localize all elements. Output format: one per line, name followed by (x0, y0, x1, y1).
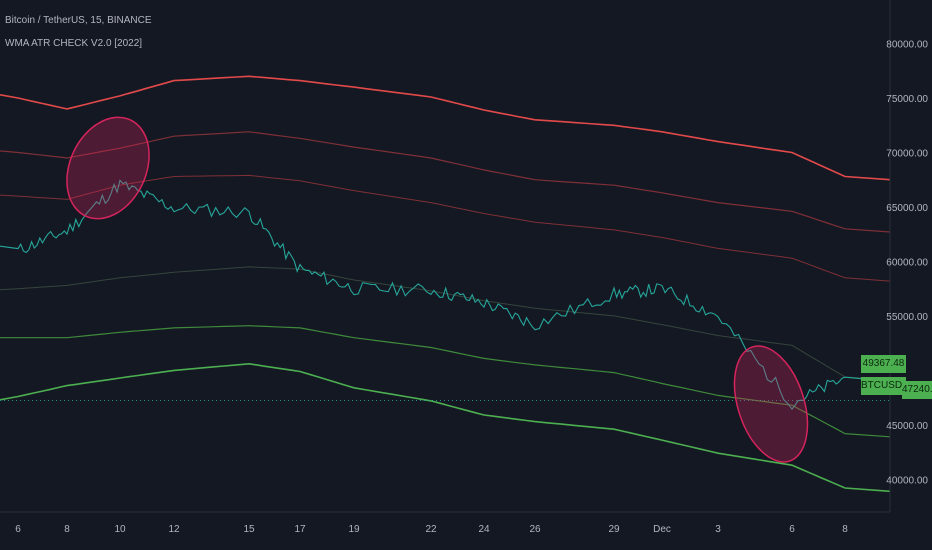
current-price-badge: 49367.48 (861, 355, 906, 373)
x-tick-label: 10 (114, 524, 126, 535)
y-tick-label: 40000.00 (886, 475, 928, 486)
x-tick-label: 12 (168, 524, 180, 535)
upper-band-2 (0, 131, 891, 233)
x-tick-label: 22 (425, 524, 437, 535)
symbol-price-label: BTCUSDT (861, 377, 908, 395)
x-tick-label: 24 (478, 524, 490, 535)
indicator-title: WMA ATR CHECK V2.0 [2022] (5, 38, 143, 49)
y-tick-label: 55000.00 (886, 312, 928, 323)
x-tick-label: 6 (789, 524, 795, 535)
y-tick-label: 70000.00 (886, 149, 928, 160)
lower-band-1 (0, 325, 891, 438)
x-tick-label: 26 (529, 524, 541, 535)
y-tick-label: 60000.00 (886, 257, 928, 268)
btcusdt-price-line (0, 179, 891, 410)
y-tick-label: 80000.00 (886, 40, 928, 51)
upper-band-3 (0, 75, 891, 181)
x-tick-label: 8 (842, 524, 848, 535)
x-tick-label: Dec (653, 524, 671, 535)
symbol-title: Bitcoin / TetherUS, 15, BINANCE (5, 15, 152, 26)
y-tick-label: 65000.00 (886, 203, 928, 214)
y-tick-label: 75000.00 (886, 94, 928, 105)
x-tick-label: 3 (715, 524, 721, 535)
x-tick-label: 17 (294, 524, 306, 535)
symbol-price-badge: 47240.50 (902, 381, 932, 399)
x-tick-label: 29 (608, 524, 620, 535)
x-tick-label: 6 (15, 524, 21, 535)
highlight-ellipse-bottom[interactable] (721, 337, 821, 472)
upper-band-1 (0, 174, 891, 282)
lower-band-2 (0, 362, 891, 493)
middle-band (0, 266, 891, 381)
x-tick-label: 15 (243, 524, 255, 535)
x-tick-label: 19 (348, 524, 360, 535)
y-tick-label: 45000.00 (886, 421, 928, 432)
x-tick-label: 8 (64, 524, 70, 535)
highlight-ellipse-top[interactable] (51, 104, 165, 232)
